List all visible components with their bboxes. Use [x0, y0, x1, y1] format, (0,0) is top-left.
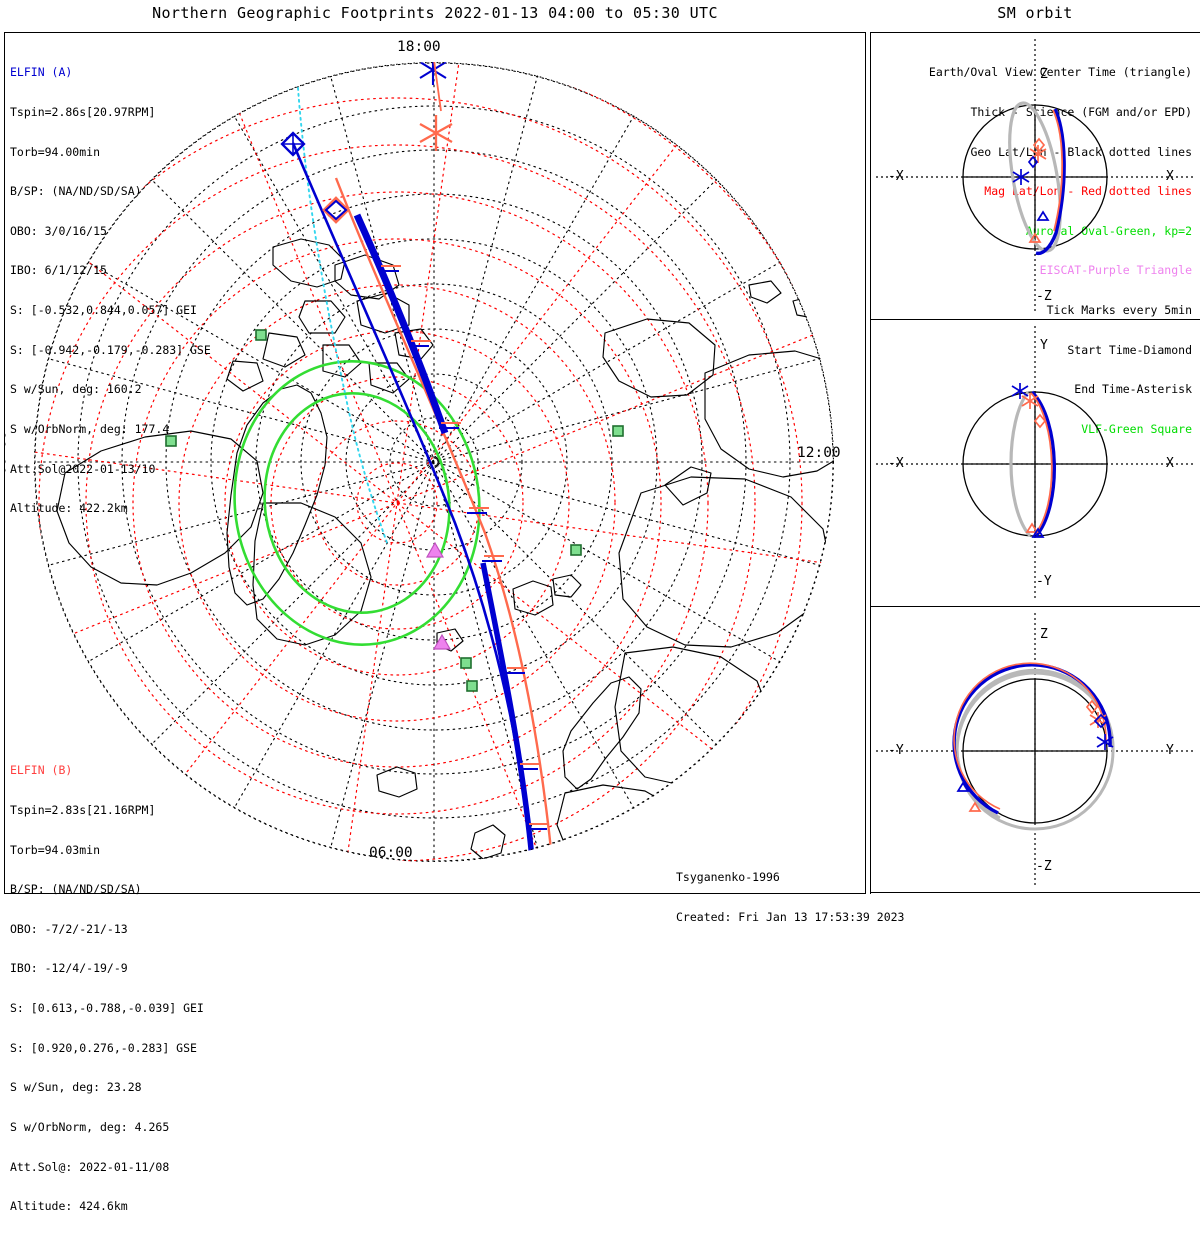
- mlt-label-12: 12:00: [797, 445, 841, 461]
- sm-xz-axis-bottom: -Z: [1036, 289, 1052, 304]
- auroral-oval-outer: [233, 360, 481, 646]
- elfin-a-line-4: IBO: 6/1/12/15: [10, 263, 107, 278]
- elfin-a-line-7: S w/Sun, deg: 160.2: [10, 382, 142, 397]
- elfin-a-line-2: B/SP: (NA/ND/SD/SA): [10, 184, 142, 199]
- sm-xz-axis-right: X: [1166, 169, 1174, 184]
- legend-item-thick-science: Thick - Science (FGM and/or EPD): [970, 105, 1192, 120]
- sm-xy-canvas: [876, 326, 1194, 601]
- elfin-b-track: [334, 177, 554, 860]
- model-name: Tsyganenko-1996: [676, 870, 780, 885]
- sm-xz-axis-top: Z: [1040, 67, 1048, 82]
- elfin-b-line-4: IBO: -12/4/-19/-9: [10, 961, 128, 976]
- sm-xy-axis-bottom: -Y: [1036, 574, 1052, 589]
- elfin-b-line-6: S: [0.920,0.276,-0.283] GSE: [10, 1040, 197, 1055]
- sm-xy-axis-left: -X: [888, 456, 904, 471]
- elfin-a-line-8: S w/OrbNorm, deg: 177.4: [10, 421, 170, 436]
- view-center-marker: [432, 62, 442, 112]
- sm-xz-canvas: [876, 39, 1194, 314]
- elfin-a-science-segment-2: [480, 562, 535, 860]
- elfin-b-line-10: Altitude: 424.6km: [10, 1199, 128, 1214]
- elfin-b-end-asterisk: [419, 115, 453, 151]
- legend-item-view-center: Earth/Oval View Center Time (triangle): [928, 65, 1192, 80]
- terminator-line: [297, 87, 388, 544]
- elfin-a-end-asterisk: [419, 62, 447, 85]
- sm-xz-axis-left: -X: [888, 169, 904, 184]
- elfin-b-start-diamond: [322, 196, 350, 224]
- sm-orbit-panel-xz[interactable]: -X X Z -Z: [870, 32, 1200, 319]
- legend-item-start-time: Start Time-Diamond: [1067, 342, 1192, 357]
- elfin-a-track: [291, 142, 535, 862]
- mlt-label-06: 06:00: [369, 845, 413, 861]
- mag-longitude-grid: [34, 62, 834, 862]
- legend-item-auroral-oval: Auroral Oval-Green, kp=2: [1025, 223, 1192, 238]
- elfin-a-line-0: Tspin=2.86s[20.97RPM]: [10, 105, 156, 120]
- sm-yz-axis-bottom: -Z: [1036, 859, 1052, 874]
- elfin-a-line-3: OBO: 3/0/16/15: [10, 223, 107, 238]
- sm-xy-axis-right: X: [1166, 456, 1174, 471]
- legend-item-vlf: VLF-Green Square: [1081, 421, 1192, 436]
- sm-orbit-panel-xy[interactable]: -X X Y -Y: [870, 319, 1200, 606]
- elfin-b-line-1: Torb=94.03min: [10, 842, 101, 857]
- elfin-b-info-panel: ELFIN (B) Tspin=2.83s[21.16RPM] Torb=94.…: [10, 738, 204, 1240]
- sm-orbit-title: SM orbit: [997, 4, 1073, 22]
- elfin-a-name: ELFIN (A): [10, 65, 73, 80]
- elfin-a-line-10: Altitude: 422.2km: [10, 501, 128, 516]
- elfin-b-line-9: Att.Sol@: 2022-01-11/08: [10, 1159, 170, 1174]
- sm-orbit-column: -X X Z -Z: [870, 32, 1200, 894]
- elfin-a-line-5: S: [-0.532,0.844,0.057] GEI: [10, 303, 197, 318]
- elfin-b-line-7: S w/Sun, deg: 23.28: [10, 1080, 142, 1095]
- auroral-oval-inner: [263, 392, 451, 614]
- sm-xy-axis-top: Y: [1040, 338, 1048, 353]
- tick-marks-elfin-b: [381, 265, 549, 825]
- elfin-a-start-diamond: [280, 131, 306, 157]
- legend-item-tick-marks: Tick Marks every 5min: [1046, 303, 1192, 318]
- elfin-a-line-9: Att.Sol@2022-01-13/10: [10, 461, 156, 476]
- legend-item-end-time: End Time-Asterisk: [1074, 382, 1192, 397]
- map-legend: Earth/Oval View Center Time (triangle) T…: [929, 40, 1192, 463]
- page-title: Northern Geographic Footprints 2022-01-1…: [152, 4, 718, 22]
- earth-limb: [34, 62, 834, 862]
- coastlines: [56, 238, 834, 862]
- legend-item-eiscat: EISCAT-Purple Triangle: [1039, 263, 1192, 278]
- sm-yz-axis-top: Z: [1040, 627, 1048, 642]
- legend-item-mag-grid: Mag Lat/Lon - Red dotted lines: [984, 184, 1192, 199]
- eiscat-triangles: [425, 541, 452, 650]
- tick-marks-elfin-a: [379, 270, 547, 830]
- mlt-label-18: 18:00: [397, 39, 441, 55]
- sm-yz-axis-right: Y: [1166, 743, 1174, 758]
- elfin-b-line-5: S: [0.613,-0.788,-0.039] GEI: [10, 1001, 204, 1016]
- elfin-b-line-0: Tspin=2.83s[21.16RPM]: [10, 803, 156, 818]
- elfin-b-name: ELFIN (B): [10, 763, 73, 778]
- map-canvas: [34, 62, 834, 862]
- vlf-squares: [165, 329, 624, 692]
- elfin-a-line-6: S: [-0.942,-0.179,-0.283] GSE: [10, 342, 211, 357]
- elfin-b-line-3: OBO: -7/2/-21/-13: [10, 921, 128, 936]
- elfin-b-line-8: S w/OrbNorm, deg: 4.265: [10, 1119, 170, 1134]
- sm-yz-axis-left: -Y: [888, 743, 904, 758]
- sm-orbit-panel-yz[interactable]: -Y Y Z -Z: [870, 606, 1200, 893]
- elfin-a-line-1: Torb=94.00min: [10, 144, 101, 159]
- sm-column-divider: [870, 32, 872, 894]
- geo-longitude-grid: [34, 62, 834, 862]
- mlt-label-00: 00:00: [4, 431, 7, 475]
- geographic-footprint-map[interactable]: 18:00 06:00 12:00 00:00: [4, 32, 866, 894]
- elfin-a-science-segment: [353, 213, 449, 435]
- elfin-b-line-2: B/SP: (NA/ND/SD/SA): [10, 882, 142, 897]
- elfin-a-info-panel: ELFIN (A) Tspin=2.86s[20.97RPM] Torb=94.…: [10, 40, 211, 542]
- created-timestamp: Created: Fri Jan 13 17:53:39 2023: [676, 910, 905, 925]
- sm-yz-canvas: [876, 613, 1194, 888]
